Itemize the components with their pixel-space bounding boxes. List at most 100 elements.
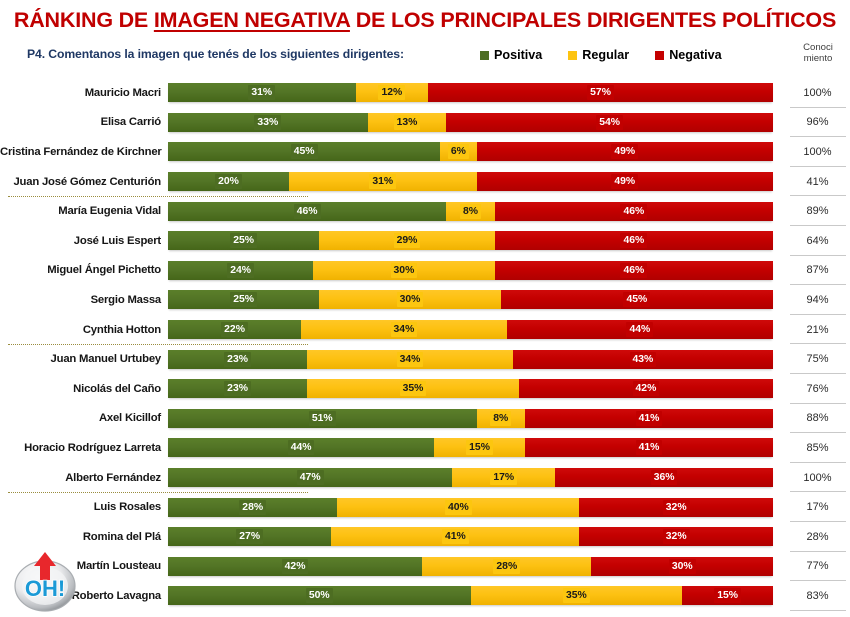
- bar-value-label: 20%: [215, 174, 242, 190]
- bar-value-label: 41%: [441, 529, 469, 545]
- bar-segment-regular: 29%: [319, 231, 495, 251]
- bar-segment-positiva: 22%: [168, 320, 302, 340]
- knowledge-value: 88%: [806, 412, 829, 425]
- bar-value-label: 32%: [662, 499, 690, 515]
- bar-value-label: 15%: [466, 440, 493, 456]
- bar-segment-negativa: 46%: [494, 231, 773, 251]
- legend-item-positiva[interactable]: Positiva: [480, 48, 542, 62]
- bar-value-label: 30%: [668, 558, 696, 574]
- square-swatch-icon: [568, 50, 578, 60]
- square-swatch-icon: [480, 50, 489, 60]
- knowledge-row-divider: [790, 224, 846, 226]
- bar-segment-positiva: 44%: [168, 438, 435, 458]
- knowledge-row-divider: [790, 432, 846, 434]
- bar-value-label: 35%: [399, 381, 427, 397]
- bar-segment-negativa: 41%: [524, 438, 773, 458]
- table-row: Romina del Plá 27% 41% 32% 28%: [0, 522, 850, 552]
- chart-title-bar: RÁNKING DE IMAGEN NEGATIVA DE LOS PRINCI…: [0, 0, 850, 38]
- bar-value-label: 57%: [587, 85, 614, 101]
- row-label: Mauricio Macri: [84, 86, 162, 99]
- knowledge-value: 89%: [806, 205, 829, 218]
- row-label: Juan José Gómez Centurión: [13, 175, 161, 188]
- bar-segment-regular: 31%: [289, 172, 477, 192]
- table-row: Mauricio Macri 31% 12% 57% 100%: [0, 78, 850, 108]
- stacked-bar: 27% 41% 32%: [168, 527, 773, 547]
- stacked-bar: 31% 12% 57%: [168, 83, 773, 103]
- bar-value-label: 46%: [620, 233, 648, 249]
- table-row: Juan José Gómez Centurión 20% 31% 49% 41%: [0, 167, 850, 198]
- bar-value-label: 50%: [305, 588, 333, 604]
- stacked-bar: 22% 34% 44%: [168, 320, 773, 340]
- knowledge-value: 96%: [806, 116, 829, 129]
- stacked-bar: 23% 34% 43%: [168, 349, 773, 369]
- bar-segment-negativa: 32%: [579, 527, 773, 547]
- bar-segment-regular: 41%: [331, 527, 580, 547]
- bar-segment-positiva: 25%: [168, 290, 320, 310]
- square-swatch-icon: [655, 50, 665, 60]
- row-label: María Eugenia Vidal: [58, 205, 161, 218]
- bar-value-label: 29%: [393, 233, 421, 249]
- stacked-bar: 23% 35% 42%: [168, 379, 773, 399]
- bar-value-label: 25%: [230, 233, 258, 249]
- bar-value-label: 46%: [620, 262, 648, 278]
- bar-segment-regular: 8%: [476, 408, 525, 428]
- table-row: Martín Lousteau 42% 28% 30% 77%: [0, 552, 850, 582]
- table-row: Alberto Fernández 47% 17% 36% 100%: [0, 463, 850, 494]
- page-title: RÁNKING DE IMAGEN NEGATIVA DE LOS PRINCI…: [14, 8, 836, 33]
- bar-value-label: 35%: [562, 588, 590, 604]
- knowledge-value: 77%: [806, 560, 829, 573]
- table-row: Luis Rosales 28% 40% 32% 17%: [0, 492, 850, 522]
- stacked-bar: 50% 35% 15%: [168, 586, 773, 606]
- knowledge-value: 83%: [806, 589, 829, 602]
- knowledge-value: 76%: [806, 382, 829, 395]
- stacked-bar: 47% 17% 36%: [168, 468, 773, 488]
- row-label: Axel Kicillof: [98, 412, 161, 425]
- bar-value-label: 28%: [493, 558, 521, 574]
- bar-value-label: 47%: [296, 470, 324, 486]
- table-row: Axel Kicillof 51% 8% 41% 88%: [0, 404, 850, 434]
- knowledge-row-divider: [790, 550, 846, 552]
- bar-segment-positiva: 31%: [168, 83, 356, 103]
- bar-value-label: 8%: [490, 410, 512, 426]
- bar-segment-regular: 34%: [307, 349, 513, 369]
- bar-segment-negativa: 30%: [591, 556, 773, 576]
- knowledge-row-divider: [790, 491, 846, 493]
- bar-value-label: 17%: [490, 470, 518, 486]
- title-segment-2: DE LOS PRINCIPALES DIRIGENTES POLÍTICOS: [349, 7, 837, 32]
- row-label: Luis Rosales: [93, 501, 161, 514]
- row-label: Juan Manuel Urtubey: [50, 353, 162, 366]
- knowledge-value: 85%: [806, 441, 829, 454]
- knowledge-row-divider: [790, 313, 846, 315]
- row-label: Cynthia Hotton: [82, 323, 161, 336]
- legend-item-negativa[interactable]: Negativa: [655, 48, 722, 62]
- stacked-bar-chart: Mauricio Macri 31% 12% 57% 100% Elisa Carrió 3…: [0, 78, 850, 611]
- table-row: Nicolás del Caño 23% 35% 42% 76%: [0, 374, 850, 404]
- bar-value-label: 24%: [227, 262, 254, 278]
- knowledge-value: 94%: [806, 293, 829, 306]
- row-label: Elisa Carrió: [100, 116, 162, 129]
- bar-segment-regular: 40%: [337, 497, 580, 517]
- bar-segment-positiva: 27%: [168, 527, 332, 547]
- bar-segment-regular: 35%: [307, 379, 519, 399]
- legend-item-regular[interactable]: Regular: [568, 48, 629, 62]
- bar-segment-regular: 35%: [470, 586, 683, 606]
- table-row: Cristina Fernández de Kirchner 45% 6% 49% 10…: [0, 137, 850, 167]
- row-label: Horacio Rodríguez Larreta: [24, 441, 161, 454]
- bar-value-label: 45%: [290, 144, 318, 160]
- bar-value-label: 13%: [393, 114, 421, 130]
- knowledge-value: 28%: [806, 530, 829, 543]
- table-row: José Luis Espert 25% 29% 46% 64%: [0, 226, 850, 256]
- bar-value-label: 27%: [236, 529, 264, 545]
- bar-segment-positiva: 23%: [168, 349, 308, 369]
- table-row: María Eugenia Vidal 46% 8% 46% 89%: [0, 196, 850, 226]
- knowledge-value: 100%: [803, 471, 832, 484]
- bar-segment-positiva: 28%: [168, 497, 338, 517]
- knowledge-value: 87%: [806, 264, 829, 277]
- bar-segment-negativa: 54%: [446, 112, 773, 132]
- table-row: Sergio Massa 25% 30% 45% 94%: [0, 285, 850, 315]
- knowledge-row-divider: [790, 106, 846, 108]
- legend-label: Negativa: [669, 48, 722, 62]
- knowledge-row-divider: [790, 254, 846, 256]
- bar-value-label: 12%: [378, 85, 406, 101]
- bar-value-label: 28%: [239, 499, 267, 515]
